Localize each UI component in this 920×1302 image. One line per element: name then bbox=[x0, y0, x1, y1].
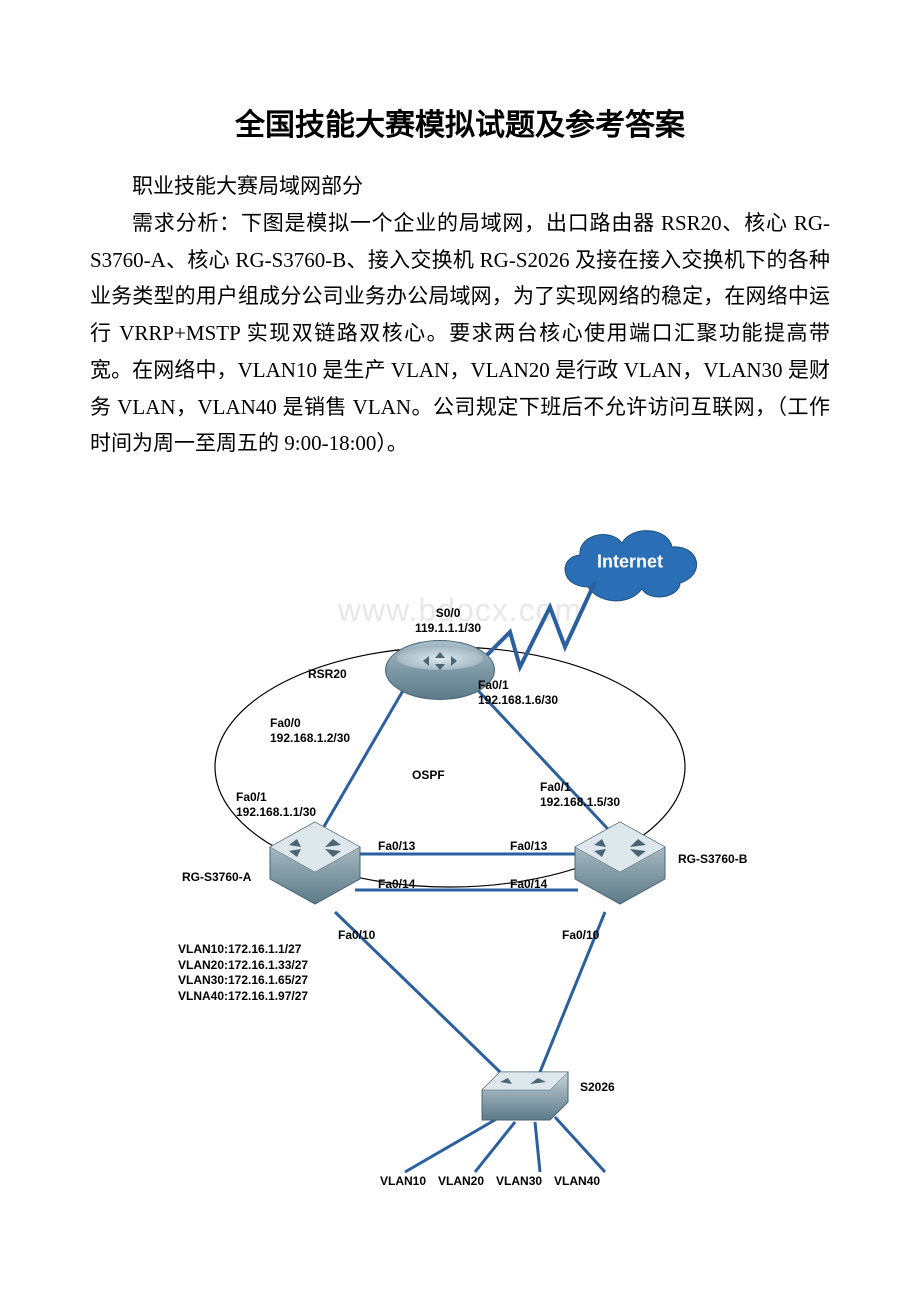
label-s2026: S2026 bbox=[580, 1080, 615, 1095]
label-rsr20: RSR20 bbox=[308, 667, 347, 682]
requirements-paragraph: 需求分析：下图是模拟一个企业的局域网，出口路由器 RSR20、核心 RG-S37… bbox=[90, 205, 830, 462]
vlan10-ip: VLAN10:172.16.1.1/27 bbox=[178, 942, 308, 958]
label-fa01b: Fa0/1 192.168.1.5/30 bbox=[540, 780, 620, 810]
switch-s2026 bbox=[480, 1062, 570, 1127]
label-fa013b: Fa0/13 bbox=[510, 839, 547, 854]
s00-ip: 119.1.1.1/30 bbox=[415, 621, 481, 636]
label-fa014a: Fa0/14 bbox=[378, 877, 415, 892]
s00-if: S0/0 bbox=[415, 606, 481, 621]
fa00r-if: Fa0/0 bbox=[270, 716, 350, 731]
page-title: 全国技能大赛模拟试题及参考答案 bbox=[90, 100, 830, 144]
vlan10-label: VLAN10 bbox=[380, 1174, 426, 1188]
network-diagram: www.bdocx.com bbox=[160, 512, 760, 1192]
fa01r-ip: 192.168.1.6/30 bbox=[478, 693, 558, 708]
fa01b-ip: 192.168.1.5/30 bbox=[540, 795, 620, 810]
switch-3760b bbox=[570, 817, 670, 907]
label-fa00r: Fa0/0 192.168.1.2/30 bbox=[270, 716, 350, 746]
vlan40-ip: VLNA40:172.16.1.97/27 bbox=[178, 989, 308, 1005]
label-s00: S0/0 119.1.1.1/30 bbox=[415, 606, 481, 636]
vlan-ip-block: VLAN10:172.16.1.1/27 VLAN20:172.16.1.33/… bbox=[178, 942, 308, 1004]
label-fa013a: Fa0/13 bbox=[378, 839, 415, 854]
label-ospf: OSPF bbox=[412, 768, 445, 783]
vlan40-label: VLAN40 bbox=[554, 1174, 600, 1188]
label-fa010a: Fa0/10 bbox=[338, 928, 375, 943]
label-fa01r: Fa0/1 192.168.1.6/30 bbox=[478, 678, 558, 708]
label-3760a: RG-S3760-A bbox=[182, 870, 251, 885]
fa01b-if: Fa0/1 bbox=[540, 780, 620, 795]
fa01a-ip: 192.168.1.1/30 bbox=[236, 805, 316, 820]
vlan30-label: VLAN30 bbox=[496, 1174, 542, 1188]
fa01r-if: Fa0/1 bbox=[478, 678, 558, 693]
switch-3760a bbox=[265, 817, 365, 907]
fa01a-if: Fa0/1 bbox=[236, 790, 316, 805]
label-fa01a: Fa0/1 192.168.1.1/30 bbox=[236, 790, 316, 820]
vlan-labels-row: VLAN10 VLAN20 VLAN30 VLAN40 bbox=[380, 1174, 600, 1188]
diagram-container: www.bdocx.com bbox=[90, 512, 830, 1192]
vlan20-label: VLAN20 bbox=[438, 1174, 484, 1188]
label-3760b: RG-S3760-B bbox=[678, 852, 747, 867]
label-fa010b: Fa0/10 bbox=[562, 928, 599, 943]
vlan30-ip: VLAN30:172.16.1.65/27 bbox=[178, 973, 308, 989]
label-fa014b: Fa0/14 bbox=[510, 877, 547, 892]
section-subtitle: 职业技能大赛局域网部分 bbox=[90, 168, 830, 205]
vlan20-ip: VLAN20:172.16.1.33/27 bbox=[178, 958, 308, 974]
fa00r-ip: 192.168.1.2/30 bbox=[270, 731, 350, 746]
